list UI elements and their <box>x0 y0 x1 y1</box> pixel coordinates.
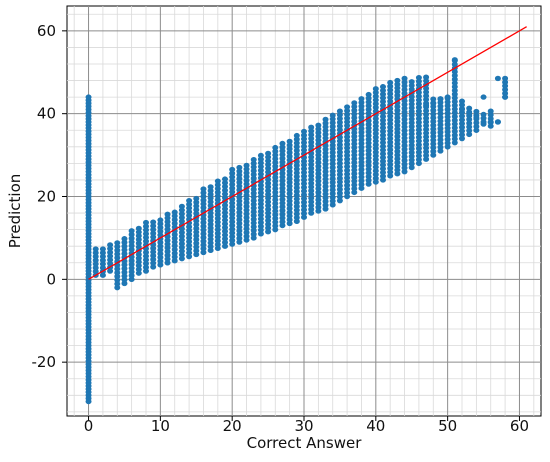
scatter-point <box>257 152 264 159</box>
scatter-point <box>408 79 415 85</box>
outlier-point <box>480 121 487 127</box>
scatter-point <box>379 84 386 90</box>
scatter-point <box>135 225 142 232</box>
scatter-point <box>502 75 509 82</box>
scatter-point <box>329 112 336 119</box>
scatter-point <box>322 116 329 123</box>
scatter-point <box>207 184 214 190</box>
scatter-point <box>222 176 229 182</box>
scatter-point <box>250 156 257 163</box>
outlier-point <box>430 100 437 107</box>
scatter-point <box>157 217 164 223</box>
scatter-point <box>344 104 351 110</box>
scatter-point <box>92 246 99 252</box>
scatter-point <box>193 195 200 202</box>
outlier-point <box>437 96 444 102</box>
scatter-point <box>415 74 422 81</box>
scatter-point <box>121 236 128 242</box>
x-tick-label: 50 <box>438 417 457 435</box>
scatter-point <box>229 166 236 173</box>
scatter-point <box>107 242 114 248</box>
scatter-point <box>308 124 315 131</box>
scatter-point <box>487 108 494 114</box>
scatter-point <box>243 162 250 169</box>
y-tick-label: 60 <box>37 22 56 40</box>
outlier-point <box>423 102 430 109</box>
scatter-point <box>401 75 408 82</box>
scatter-point <box>272 144 279 151</box>
scatter-point <box>164 211 171 218</box>
scatter-point <box>114 240 121 246</box>
x-tick-label: 0 <box>84 417 94 435</box>
outlier-point <box>466 110 473 117</box>
x-tick-label: 30 <box>294 417 313 435</box>
y-ticks: -20 0 20 40 60 <box>32 22 67 371</box>
x-ticks: 0 10 20 30 40 50 60 <box>84 416 529 435</box>
outlier-point <box>444 94 451 100</box>
scatter-point <box>143 219 150 226</box>
scatter-point <box>480 111 487 118</box>
scatter-point <box>358 96 365 102</box>
y-tick-label: 20 <box>37 188 56 206</box>
scatter-point <box>128 228 135 234</box>
scatter-point <box>394 77 401 84</box>
line-layer <box>88 26 527 280</box>
x-tick-label: 40 <box>366 417 385 435</box>
x-tick-label: 20 <box>223 417 242 435</box>
scatter-point <box>178 203 185 210</box>
scatter-point <box>387 79 394 86</box>
scatter-point <box>365 91 372 98</box>
scatter-point <box>236 164 243 171</box>
scatter-point <box>265 150 272 157</box>
scatter-point <box>458 98 465 104</box>
outlier-point <box>480 94 487 100</box>
scatter-point <box>200 186 207 192</box>
scatter-point <box>293 132 300 139</box>
y-tick-label: 40 <box>37 105 56 123</box>
outlier-point <box>451 57 458 63</box>
scatter-point <box>150 219 157 225</box>
scatter-point <box>315 122 322 128</box>
outlier-point <box>473 115 480 121</box>
points-layer <box>85 57 509 405</box>
scatter-point <box>473 108 480 115</box>
scatter-point <box>466 105 473 111</box>
outlier-point <box>494 75 501 82</box>
scatter-point <box>336 108 343 114</box>
outlier-point <box>487 119 494 125</box>
y-tick-label: -20 <box>32 353 57 371</box>
x-axis-label: Correct Answer <box>247 434 363 452</box>
scatter-point <box>99 246 106 252</box>
scatter-point <box>186 197 193 204</box>
scatter-point <box>214 178 221 184</box>
x-tick-label: 60 <box>510 417 529 435</box>
scatter-point <box>423 74 430 80</box>
scatter-point <box>279 140 286 147</box>
scatter-point <box>171 209 178 215</box>
scatter-point <box>286 138 293 145</box>
outlier-point <box>502 94 509 100</box>
scatter-point <box>300 128 307 135</box>
outlier-point <box>458 106 465 113</box>
y-axis-label: Prediction <box>6 174 24 249</box>
scatter-point <box>372 86 379 92</box>
x-tick-label: 10 <box>151 417 170 435</box>
reference-line <box>88 26 527 280</box>
y-tick-label: 0 <box>46 270 56 288</box>
scatter-point <box>351 100 358 106</box>
scatter-point <box>85 94 92 100</box>
outlier-point <box>494 119 501 125</box>
